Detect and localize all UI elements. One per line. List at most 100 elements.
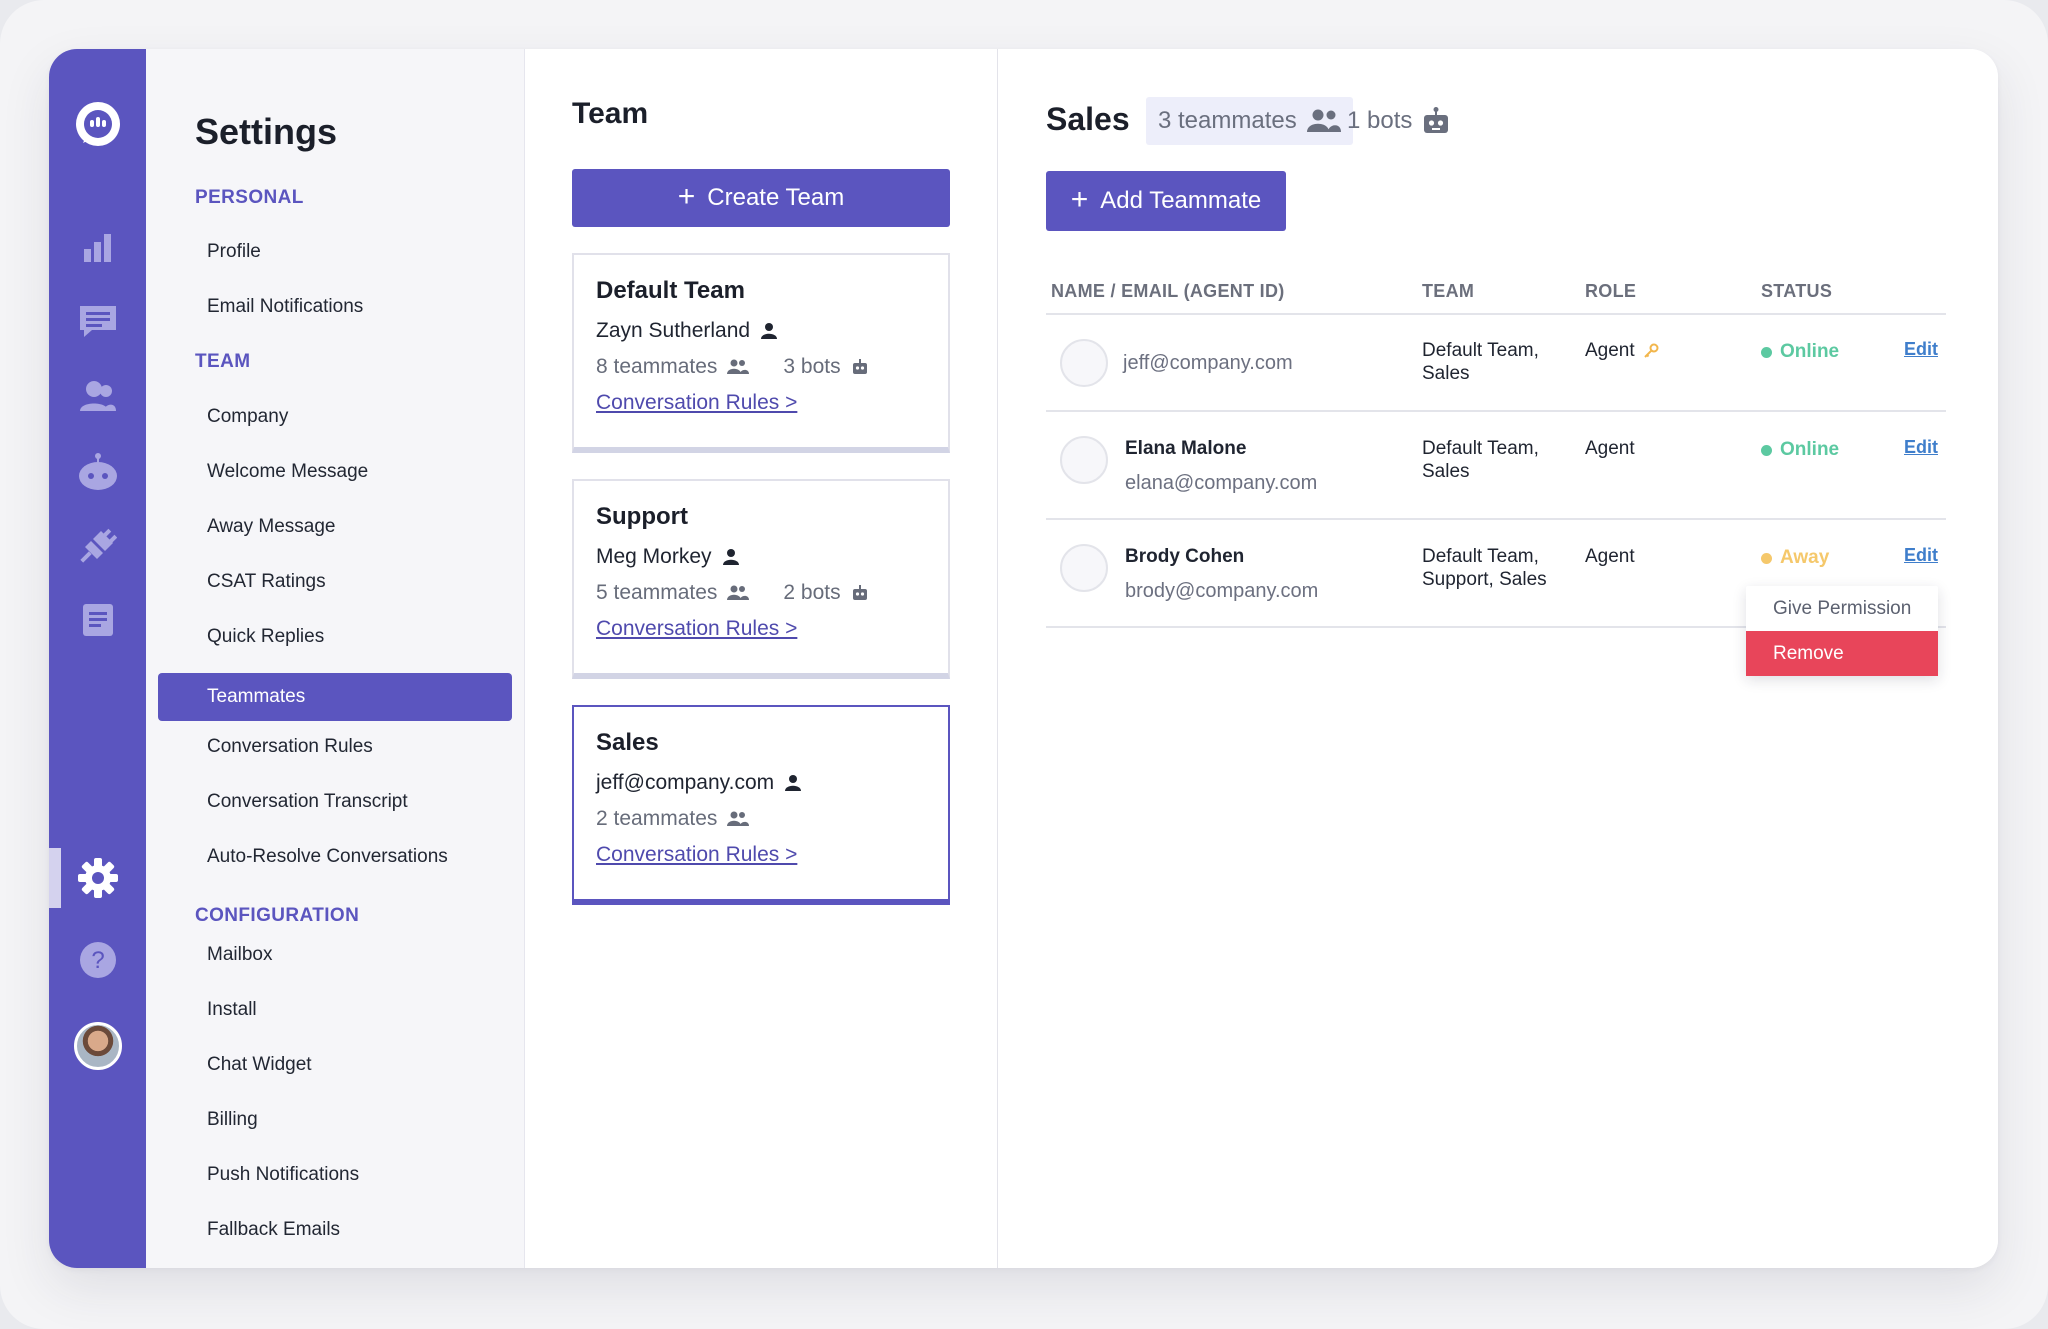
col-name-email: NAME / EMAIL (AGENT ID) <box>1051 281 1285 301</box>
settings-nav: Settings PERSONAL Profile Email Notifica… <box>146 49 525 1268</box>
team-line: Default Team, <box>1422 340 1539 361</box>
teammate-role: Agent <box>1585 438 1635 459</box>
bots-count[interactable]: 1 bots <box>1347 97 1450 145</box>
app-window: ? Settings PERSONAL Profile Email Notifi… <box>49 49 1998 1268</box>
bot-small-icon <box>852 585 867 600</box>
team-teammates-count: 2 teammates <box>596 807 718 830</box>
edit-link[interactable]: Edit <box>1904 545 1938 565</box>
team-teammates-count: 8 teammates <box>596 355 718 378</box>
help-icon[interactable]: ? <box>49 935 146 985</box>
teammate-email: elana@company.com <box>1125 472 1318 494</box>
users-icon[interactable] <box>49 371 146 421</box>
articles-icon[interactable] <box>49 595 146 645</box>
group-icon <box>1306 109 1341 132</box>
teammate-email: brody@company.com <box>1125 580 1319 602</box>
icon-rail: ? <box>49 49 146 1268</box>
nav-quick-replies[interactable]: Quick Replies <box>207 626 325 647</box>
nav-email-notifications[interactable]: Email Notifications <box>207 296 364 317</box>
plus-icon: + <box>1070 182 1089 216</box>
chat-logo-icon[interactable] <box>49 101 146 151</box>
nav-conversation-transcript[interactable]: Conversation Transcript <box>207 791 408 812</box>
row-divider <box>1046 626 1946 628</box>
group-icon <box>727 585 750 600</box>
nav-mailbox[interactable]: Mailbox <box>207 944 273 965</box>
teammate-role: Agent <box>1585 339 1659 362</box>
team-name: Sales <box>596 729 659 756</box>
team-bots-count: 3 bots <box>783 355 841 378</box>
team-name: Support <box>596 503 688 530</box>
teammates-count-label: 3 teammates <box>1158 107 1297 134</box>
teammate-role: Agent <box>1585 546 1635 567</box>
header-divider <box>1046 313 1946 315</box>
create-team-label: Create Team <box>707 184 845 211</box>
team-card-sales[interactable]: Sales jeff@company.com 2 teammates Conve… <box>572 705 950 905</box>
col-team: TEAM <box>1422 281 1475 301</box>
section-configuration: CONFIGURATION <box>195 905 360 926</box>
remove-item[interactable]: Remove <box>1746 631 1938 676</box>
group-icon <box>727 811 750 826</box>
nav-company[interactable]: Company <box>207 406 289 427</box>
status-online: Online <box>1761 439 1839 461</box>
section-personal: PERSONAL <box>195 187 304 208</box>
conversation-rules-link[interactable]: Conversation Rules > <box>596 391 798 414</box>
rail-active-indicator <box>49 848 61 908</box>
teammate-team: Default Team, Support, Sales <box>1422 545 1547 591</box>
teams-title: Team <box>572 97 649 130</box>
nav-csat-ratings[interactable]: CSAT Ratings <box>207 571 326 592</box>
team-card-default[interactable]: Default Team Zayn Sutherland 8 teammates… <box>572 253 950 453</box>
nav-conversation-rules[interactable]: Conversation Rules <box>207 736 373 757</box>
nav-auto-resolve[interactable]: Auto-Resolve Conversations <box>207 846 448 867</box>
nav-away-message[interactable]: Away Message <box>207 516 336 537</box>
teammate-name: Elana Malone <box>1125 438 1247 459</box>
nav-teammates[interactable]: Teammates <box>158 673 512 721</box>
avatar-placeholder <box>1060 339 1108 387</box>
status-dot <box>1761 552 1772 564</box>
nav-push-notifications[interactable]: Push Notifications <box>207 1164 360 1185</box>
add-teammate-label: Add Teammate <box>1100 187 1262 214</box>
bot-icon[interactable] <box>49 447 146 497</box>
avatar-placeholder <box>1060 544 1108 592</box>
bot-small-icon <box>852 359 867 374</box>
avatar-placeholder <box>1060 436 1108 484</box>
section-team: TEAM <box>195 351 251 372</box>
team-owner: jeff@company.com <box>596 771 775 794</box>
nav-profile[interactable]: Profile <box>207 241 261 262</box>
bots-count-label: 1 bots <box>1347 107 1413 134</box>
nav-fallback-emails[interactable]: Fallback Emails <box>207 1219 341 1240</box>
col-role: ROLE <box>1585 281 1637 301</box>
nav-install[interactable]: Install <box>207 999 257 1020</box>
team-bots-count: 2 bots <box>783 581 841 604</box>
status-label: Online <box>1780 341 1840 362</box>
nav-billing[interactable]: Billing <box>207 1109 258 1130</box>
team-teammates-count: 5 teammates <box>596 581 718 604</box>
bot-icon <box>1424 107 1449 133</box>
team-owner: Zayn Sutherland <box>596 319 751 342</box>
teammate-email: jeff@company.com <box>1123 352 1293 374</box>
status-label: Online <box>1780 439 1840 460</box>
person-icon <box>722 549 739 565</box>
edit-link[interactable]: Edit <box>1904 339 1938 359</box>
role-label: Agent <box>1585 340 1635 361</box>
user-avatar[interactable] <box>49 1021 146 1071</box>
nav-chat-widget[interactable]: Chat Widget <box>207 1054 312 1075</box>
status-online: Online <box>1761 341 1839 363</box>
teammates-count-pill[interactable]: 3 teammates <box>1146 97 1353 145</box>
analytics-icon[interactable] <box>49 223 146 273</box>
nav-welcome-message[interactable]: Welcome Message <box>207 461 369 482</box>
add-teammate-button[interactable]: + Add Teammate <box>1046 171 1286 231</box>
edit-link[interactable]: Edit <box>1904 437 1938 457</box>
teammate-team: Default Team, Sales <box>1422 437 1539 483</box>
row-actions-menu: Give Permission Remove <box>1746 586 1938 676</box>
give-permission-item[interactable]: Give Permission <box>1773 597 1912 619</box>
conversation-rules-link[interactable]: Conversation Rules > <box>596 843 798 866</box>
team-line: Default Team, <box>1422 546 1539 567</box>
integrations-icon[interactable] <box>49 521 146 571</box>
group-icon <box>727 359 750 374</box>
conversations-icon[interactable] <box>49 297 146 347</box>
conversation-rules-link[interactable]: Conversation Rules > <box>596 617 798 640</box>
settings-title: Settings <box>195 111 338 152</box>
team-line: Default Team, <box>1422 438 1539 459</box>
create-team-button[interactable]: + Create Team <box>572 169 950 227</box>
settings-gear-icon[interactable] <box>49 853 146 903</box>
team-card-support[interactable]: Support Meg Morkey 5 teammates 2 bots Co… <box>572 479 950 679</box>
